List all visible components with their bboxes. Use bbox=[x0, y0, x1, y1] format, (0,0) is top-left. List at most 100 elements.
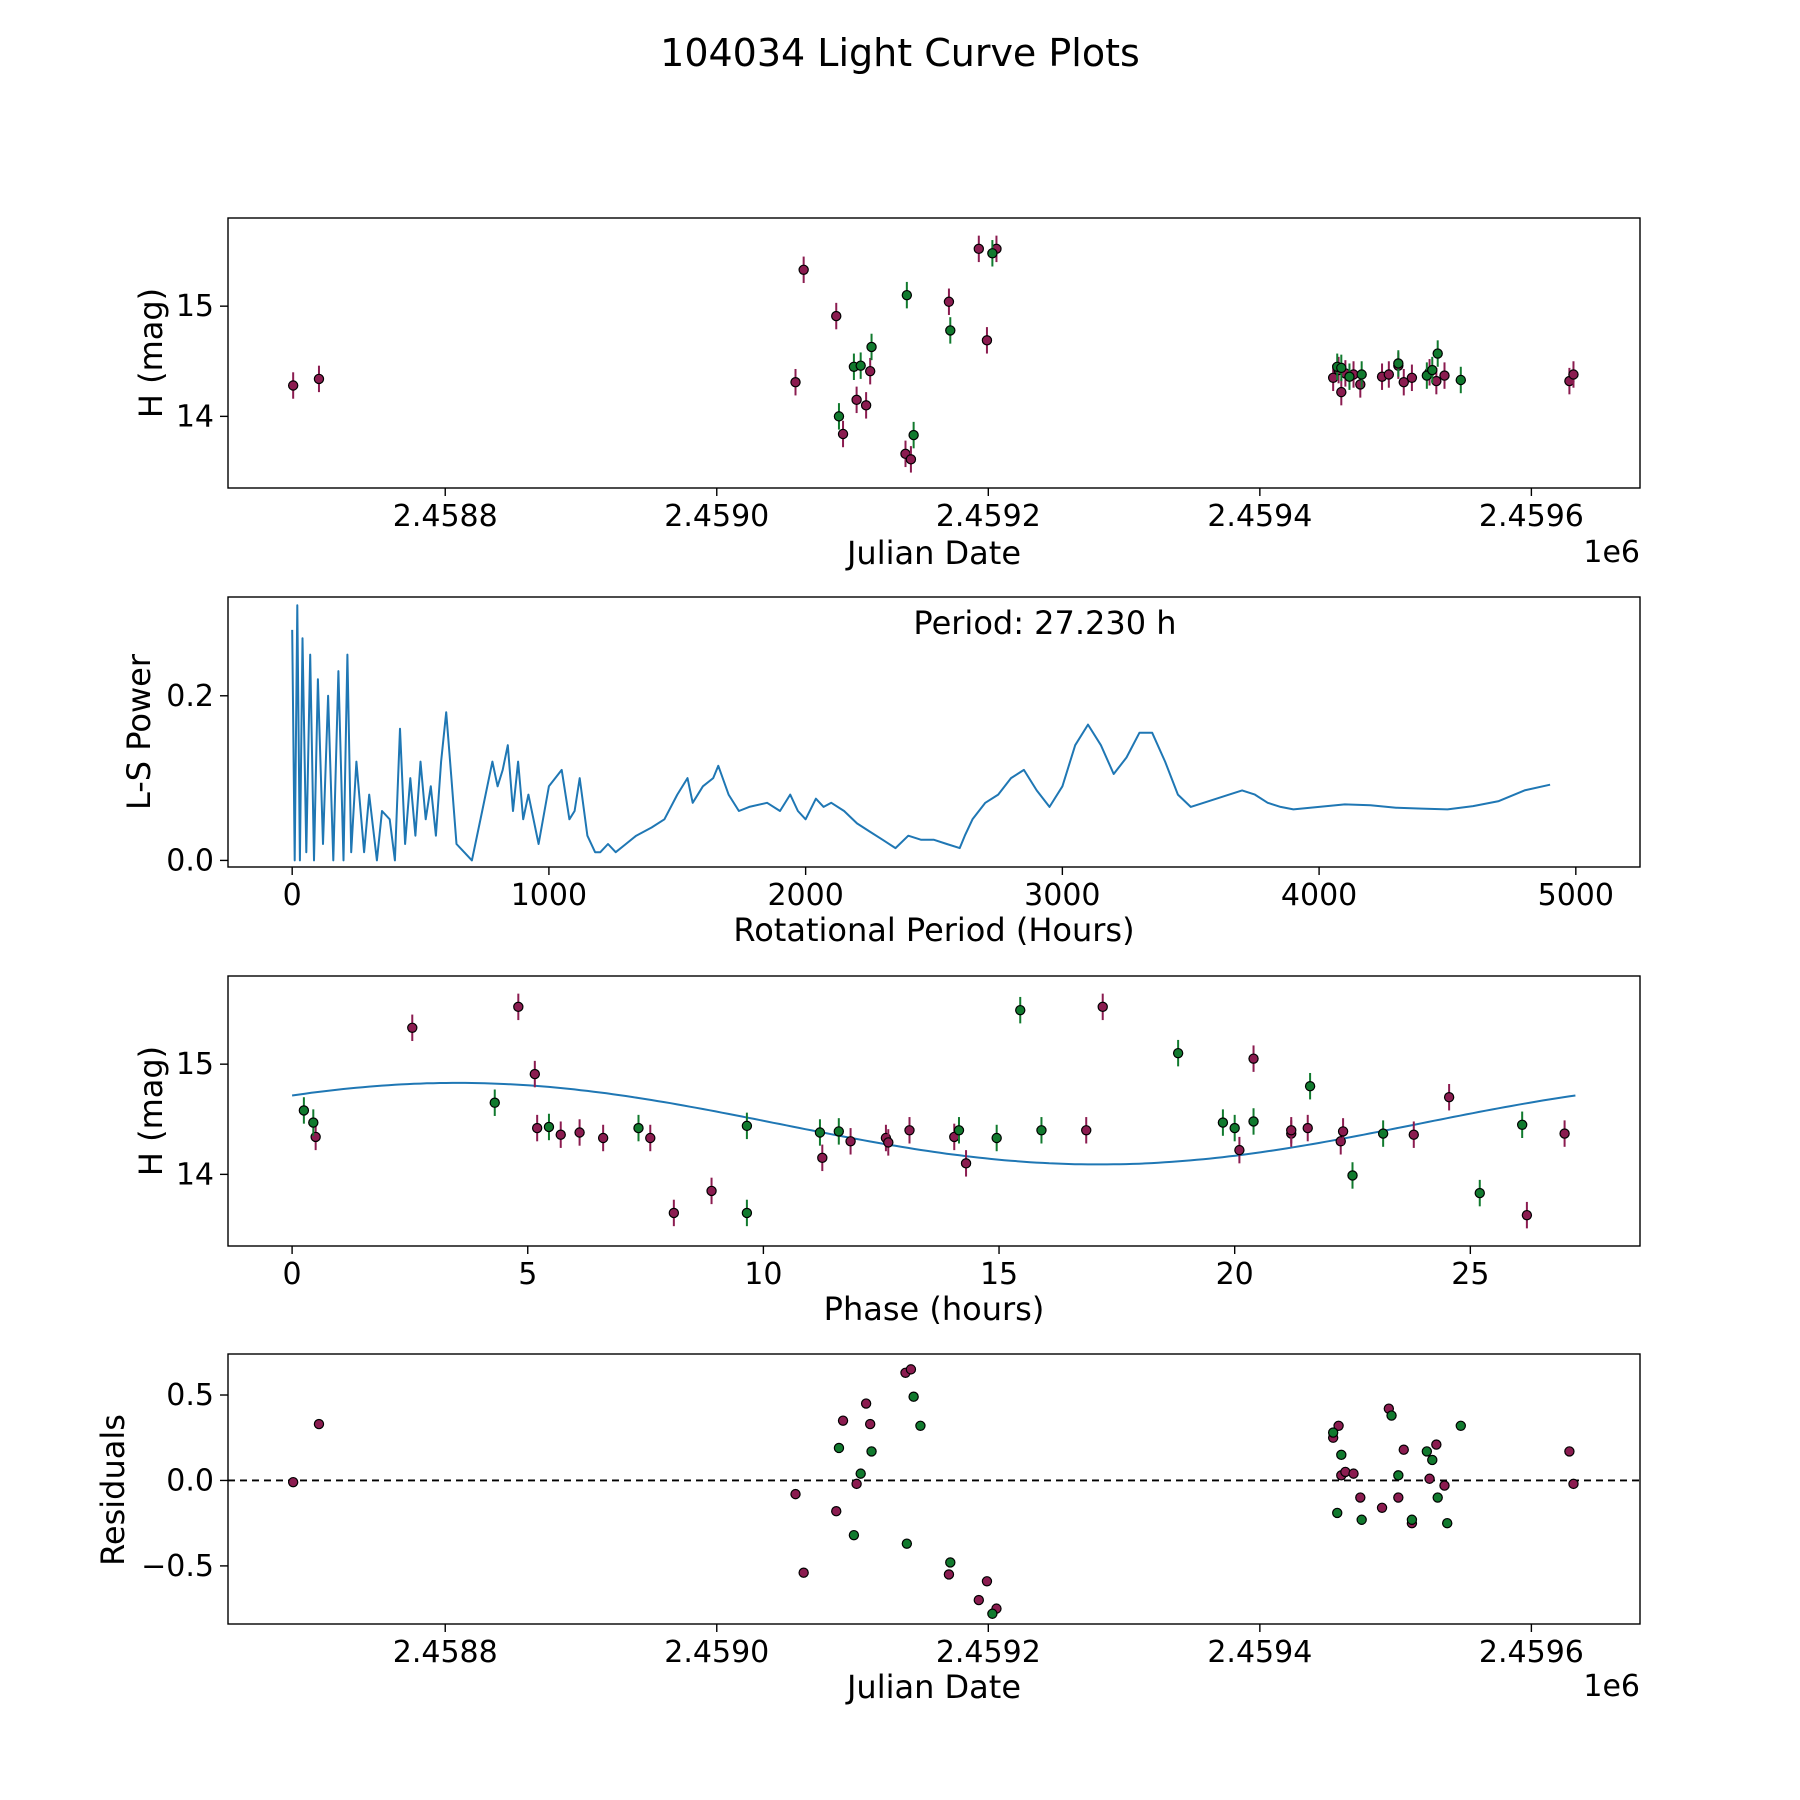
data-point bbox=[851, 1478, 862, 1490]
phased-xlabel: Phase (hours) bbox=[824, 1290, 1045, 1328]
periodogram-xlabel: Rotational Period (Hours) bbox=[733, 911, 1134, 949]
data-point bbox=[1386, 1410, 1397, 1421]
power-spectrum-line bbox=[291, 604, 1551, 862]
periodogram-annotation: Period: 27.230 h bbox=[913, 604, 1176, 642]
lightcurve-panel: 2.4588 2.4590 2.4592 2.4594 2.4596 14 15 Julia… bbox=[132, 217, 1641, 572]
data-point bbox=[1286, 1125, 1297, 1136]
data-point bbox=[1333, 1420, 1344, 1431]
residuals-marks bbox=[228, 1364, 1640, 1619]
data-point bbox=[905, 454, 917, 465]
data-point bbox=[1036, 1125, 1047, 1136]
data-point bbox=[943, 296, 955, 307]
data-point bbox=[1355, 379, 1366, 390]
x-tick-label: 2.4590 bbox=[664, 1635, 769, 1670]
data-point bbox=[313, 1418, 325, 1430]
data-point bbox=[814, 1127, 826, 1138]
data-point bbox=[973, 243, 985, 255]
data-point bbox=[1442, 1517, 1453, 1529]
data-point bbox=[1408, 1129, 1419, 1140]
data-point bbox=[904, 1125, 915, 1136]
data-point bbox=[1521, 1209, 1533, 1221]
data-point bbox=[543, 1121, 555, 1133]
data-point bbox=[1376, 1502, 1388, 1513]
data-point bbox=[831, 310, 842, 322]
data-point bbox=[905, 1364, 917, 1375]
data-point bbox=[866, 341, 877, 353]
data-point bbox=[837, 1415, 849, 1426]
data-point bbox=[1332, 1507, 1343, 1519]
x-tick-label: 2000 bbox=[767, 878, 843, 913]
data-point bbox=[1421, 1446, 1433, 1457]
x-tick-label: 2.4588 bbox=[393, 499, 498, 534]
data-point bbox=[1564, 1446, 1575, 1457]
data-point bbox=[991, 1132, 1002, 1144]
data-point bbox=[407, 1022, 418, 1033]
y-tick-label: 0.0 bbox=[166, 843, 214, 878]
lightcurve-x-offset: 1e6 bbox=[1583, 535, 1640, 570]
data-point bbox=[1455, 374, 1466, 386]
phased-ylabel: H (mag) bbox=[132, 1046, 170, 1176]
x-tick-label: 0 bbox=[283, 878, 302, 913]
x-tick-label: 1000 bbox=[511, 878, 587, 913]
data-point bbox=[574, 1127, 585, 1138]
data-point bbox=[1455, 1420, 1466, 1431]
x-tick-label: 2.4592 bbox=[936, 499, 1041, 534]
data-point bbox=[908, 1391, 919, 1402]
data-point bbox=[790, 377, 801, 388]
data-point bbox=[860, 400, 872, 411]
data-point bbox=[901, 289, 913, 301]
y-tick-label: 15 bbox=[176, 289, 214, 324]
data-point bbox=[973, 1594, 985, 1606]
data-point bbox=[1398, 377, 1409, 388]
data-point bbox=[645, 1132, 656, 1144]
y-tick-label: 0.2 bbox=[166, 679, 214, 714]
x-tick-label: 5000 bbox=[1538, 878, 1614, 913]
data-point bbox=[1443, 1092, 1455, 1103]
data-point bbox=[945, 325, 956, 336]
y-tick-label: 14 bbox=[176, 1157, 214, 1192]
data-point bbox=[1217, 1117, 1229, 1128]
data-point bbox=[1248, 1116, 1259, 1127]
figure-title: 104034 Light Curve Plots bbox=[660, 31, 1140, 75]
data-point bbox=[798, 264, 809, 275]
data-point bbox=[833, 411, 845, 422]
data-point bbox=[1081, 1125, 1092, 1136]
data-point bbox=[943, 1569, 955, 1580]
data-point bbox=[298, 1105, 310, 1116]
data-point bbox=[1439, 370, 1450, 381]
data-point bbox=[513, 1001, 524, 1013]
data-point bbox=[845, 1136, 856, 1147]
periodogram-panel: 0 1000 2000 3000 4000 5000 0.0 0.2 Period: 27.2… bbox=[120, 596, 1641, 949]
data-point bbox=[1377, 1128, 1389, 1139]
data-point bbox=[1474, 1187, 1485, 1199]
data-point bbox=[706, 1185, 717, 1197]
data-point bbox=[1015, 1004, 1026, 1016]
x-tick-label: 2.4594 bbox=[1207, 499, 1312, 534]
periodogram-ticks: 0 1000 2000 3000 4000 5000 0.0 0.2 bbox=[166, 679, 1614, 913]
data-point bbox=[287, 1476, 299, 1488]
residuals-frame bbox=[227, 1353, 1641, 1625]
data-point bbox=[633, 1122, 644, 1134]
x-tick-label: 3000 bbox=[1024, 878, 1100, 913]
x-tick-label: 20 bbox=[1216, 1257, 1254, 1292]
sinusoid-fit-line bbox=[291, 1081, 1576, 1166]
data-point bbox=[981, 1576, 993, 1587]
x-tick-label: 10 bbox=[744, 1257, 782, 1292]
data-point bbox=[1383, 369, 1395, 380]
residuals-panel: 2.4588 2.4590 2.4592 2.4594 2.4596 −0.5 0.0 0.5… bbox=[94, 1353, 1641, 1706]
data-point bbox=[1393, 1492, 1404, 1503]
data-point bbox=[741, 1120, 753, 1132]
data-point bbox=[987, 248, 998, 259]
data-point bbox=[1406, 1514, 1418, 1525]
data-point bbox=[1355, 1492, 1366, 1503]
data-point bbox=[1097, 1001, 1108, 1013]
periodogram-marks bbox=[291, 604, 1551, 862]
x-tick-label: 25 bbox=[1451, 1257, 1489, 1292]
data-point bbox=[1172, 1047, 1184, 1059]
data-point bbox=[1356, 369, 1367, 380]
data-point bbox=[1347, 1170, 1358, 1181]
data-point bbox=[1439, 1480, 1450, 1491]
lightcurve-marks bbox=[287, 235, 1579, 473]
residuals-ticks: 2.4588 2.4590 2.4592 2.4594 2.4596 −0.5 0.0 0.5 bbox=[141, 1378, 1584, 1670]
data-point bbox=[1336, 386, 1347, 398]
